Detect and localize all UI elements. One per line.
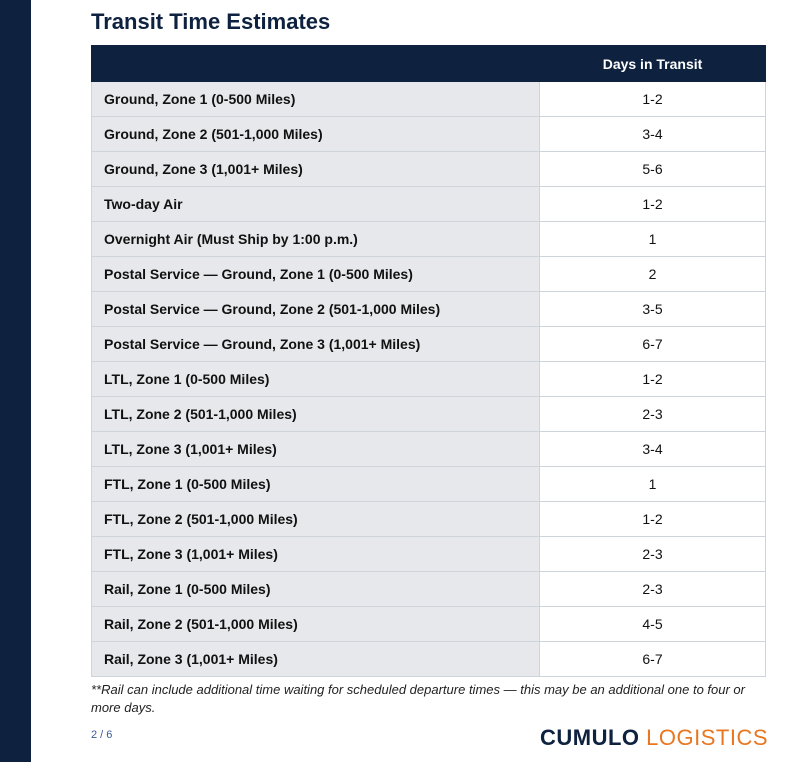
days-cell: 1-2 <box>539 361 766 397</box>
table-row: FTL, Zone 3 (1,001+ Miles) 2-3 <box>91 536 766 572</box>
brand-name-cumulo: CUMULO <box>539 725 640 750</box>
days-cell: 4-5 <box>539 606 766 642</box>
table-row: Postal Service — Ground, Zone 1 (0-500 M… <box>91 256 766 292</box>
days-cell: 6-7 <box>539 326 766 362</box>
days-cell: 1 <box>539 466 766 502</box>
service-cell: Rail, Zone 1 (0-500 Miles) <box>91 571 540 607</box>
table-row: FTL, Zone 1 (0-500 Miles) 1 <box>91 466 766 502</box>
page-number: 2 / 6 <box>91 729 113 741</box>
table-row: Rail, Zone 2 (501-1,000 Miles) 4-5 <box>91 606 766 642</box>
days-cell: 2 <box>539 256 766 292</box>
table-row: Overnight Air (Must Ship by 1:00 p.m.) 1 <box>91 221 766 257</box>
table-row: Ground, Zone 2 (501-1,000 Miles) 3-4 <box>91 116 766 152</box>
days-cell: 2-3 <box>539 536 766 572</box>
table-row: Ground, Zone 3 (1,001+ Miles) 5-6 <box>91 151 766 187</box>
service-cell: LTL, Zone 3 (1,001+ Miles) <box>91 431 540 467</box>
footnote: **Rail can include additional time waiti… <box>91 682 745 715</box>
days-cell: 1-2 <box>539 501 766 537</box>
service-cell: Postal Service — Ground, Zone 1 (0-500 M… <box>91 256 540 292</box>
service-cell: FTL, Zone 3 (1,001+ Miles) <box>91 536 540 572</box>
table-row: FTL, Zone 2 (501-1,000 Miles) 1-2 <box>91 501 766 537</box>
service-cell: Ground, Zone 2 (501-1,000 Miles) <box>91 116 540 152</box>
brand-logo: CUMULO LOGISTICS <box>540 725 768 751</box>
days-cell: 5-6 <box>539 151 766 187</box>
header-service <box>91 45 540 82</box>
service-cell: Rail, Zone 2 (501-1,000 Miles) <box>91 606 540 642</box>
days-cell: 1 <box>539 221 766 257</box>
service-cell: LTL, Zone 1 (0-500 Miles) <box>91 361 540 397</box>
service-cell: Overnight Air (Must Ship by 1:00 p.m.) <box>91 221 540 257</box>
service-cell: LTL, Zone 2 (501-1,000 Miles) <box>91 396 540 432</box>
table-row: Ground, Zone 1 (0-500 Miles) 1-2 <box>91 81 766 117</box>
table-header-row: Days in Transit <box>91 45 766 82</box>
table-row: Rail, Zone 1 (0-500 Miles) 2-3 <box>91 571 766 607</box>
days-cell: 3-5 <box>539 291 766 327</box>
table-row: Two-day Air 1-2 <box>91 186 766 222</box>
service-cell: Rail, Zone 3 (1,001+ Miles) <box>91 641 540 677</box>
table-row: LTL, Zone 2 (501-1,000 Miles) 2-3 <box>91 396 766 432</box>
brand-name-logistics: LOGISTICS <box>646 725 768 750</box>
table-row: LTL, Zone 1 (0-500 Miles) 1-2 <box>91 361 766 397</box>
days-cell: 2-3 <box>539 571 766 607</box>
service-cell: Ground, Zone 1 (0-500 Miles) <box>91 81 540 117</box>
days-cell: 2-3 <box>539 396 766 432</box>
page-title: Transit Time Estimates <box>91 9 331 34</box>
header-days-in-transit: Days in Transit <box>539 45 766 82</box>
table-row: Postal Service — Ground, Zone 3 (1,001+ … <box>91 326 766 362</box>
days-cell: 3-4 <box>539 116 766 152</box>
service-cell: FTL, Zone 2 (501-1,000 Miles) <box>91 501 540 537</box>
table-row: Postal Service — Ground, Zone 2 (501-1,0… <box>91 291 766 327</box>
days-cell: 1-2 <box>539 186 766 222</box>
days-cell: 1-2 <box>539 81 766 117</box>
table-row: LTL, Zone 3 (1,001+ Miles) 3-4 <box>91 431 766 467</box>
table-row: Rail, Zone 3 (1,001+ Miles) 6-7 <box>91 641 766 677</box>
days-cell: 6-7 <box>539 641 766 677</box>
service-cell: Postal Service — Ground, Zone 2 (501-1,0… <box>91 291 540 327</box>
side-accent-bar <box>0 0 31 762</box>
service-cell: Two-day Air <box>91 186 540 222</box>
service-cell: FTL, Zone 1 (0-500 Miles) <box>91 466 540 502</box>
days-cell: 3-4 <box>539 431 766 467</box>
service-cell: Ground, Zone 3 (1,001+ Miles) <box>91 151 540 187</box>
service-cell: Postal Service — Ground, Zone 3 (1,001+ … <box>91 326 540 362</box>
transit-time-table: Days in Transit Ground, Zone 1 (0-500 Mi… <box>91 45 766 677</box>
